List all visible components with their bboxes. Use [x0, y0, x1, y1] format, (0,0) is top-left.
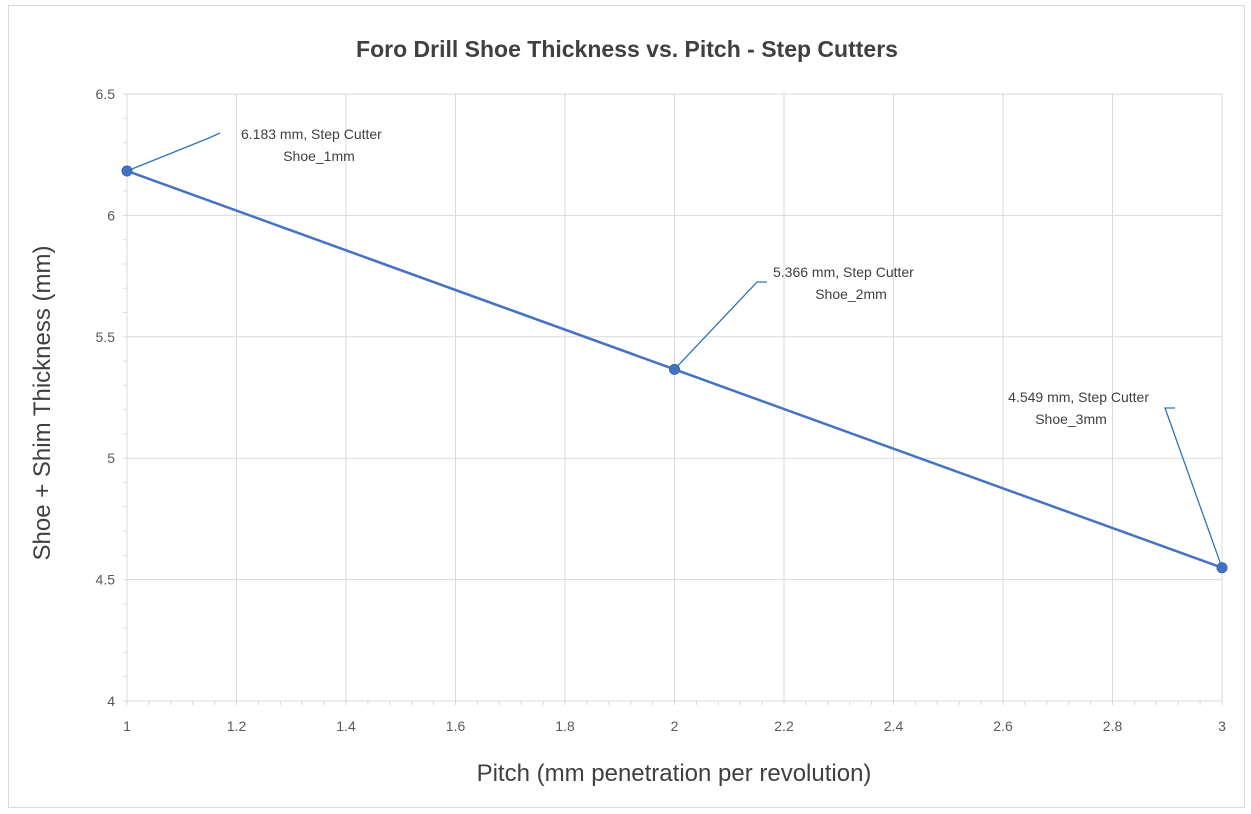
data-label-line2: Shoe_3mm	[1035, 411, 1107, 427]
y-tick-label: 5.5	[96, 329, 116, 345]
leader-line	[126, 132, 221, 172]
x-tick-label: 1	[123, 718, 131, 734]
y-tick-label: 6.5	[96, 86, 116, 102]
x-tick-label: 2.6	[993, 718, 1013, 734]
data-label-line2: Shoe_1mm	[283, 148, 355, 164]
x-tick-label: 2	[671, 718, 679, 734]
y-tick-label: 4	[107, 693, 115, 709]
minor-tick-layer	[123, 93, 1223, 705]
y-tick-label: 5	[107, 450, 115, 466]
data-label-line1: 4.549 mm, Step Cutter	[1008, 389, 1149, 405]
x-axis-title: Pitch (mm penetration per revolution)	[477, 760, 872, 787]
x-tick-label: 3	[1218, 718, 1226, 734]
y-tick-label: 6	[107, 207, 115, 223]
gridlines	[126, 93, 1223, 702]
leader-line	[674, 281, 767, 370]
data-label-line2: Shoe_2mm	[815, 286, 887, 302]
chart-frame: Foro Drill Shoe Thickness vs. Pitch - St…	[8, 5, 1245, 808]
x-tick-label: 2.8	[1103, 718, 1123, 734]
leader-line	[1164, 407, 1223, 568]
data-label-line1: 5.366 mm, Step Cutter	[773, 264, 914, 280]
chart-title: Foro Drill Shoe Thickness vs. Pitch - St…	[356, 36, 898, 62]
x-tick-label: 1.4	[336, 718, 356, 734]
y-axis-title: Shoe + Shim Thickness (mm)	[29, 246, 56, 561]
data-label-line1: 6.183 mm, Step Cutter	[241, 126, 382, 142]
x-tick-label: 2.4	[884, 718, 904, 734]
chart-svg: Foro Drill Shoe Thickness vs. Pitch - St…	[29, 36, 1228, 787]
x-tick-label: 1.8	[555, 718, 575, 734]
x-tick-label: 1.2	[227, 718, 247, 734]
x-tick-label: 1.6	[446, 718, 466, 734]
annotation-layer: 6.183 mm, Step Cutter Shoe_1mm 5.366 mm, S…	[126, 126, 1223, 568]
x-tick-label: 2.2	[774, 718, 794, 734]
y-tick-label: 4.5	[96, 572, 116, 588]
tick-labels: 1 1.2 1.4 1.6 1.8 2 2.2 2.4 2.6 2.8 3 4 4.5 5 5.5 6 6.5	[96, 86, 1227, 734]
